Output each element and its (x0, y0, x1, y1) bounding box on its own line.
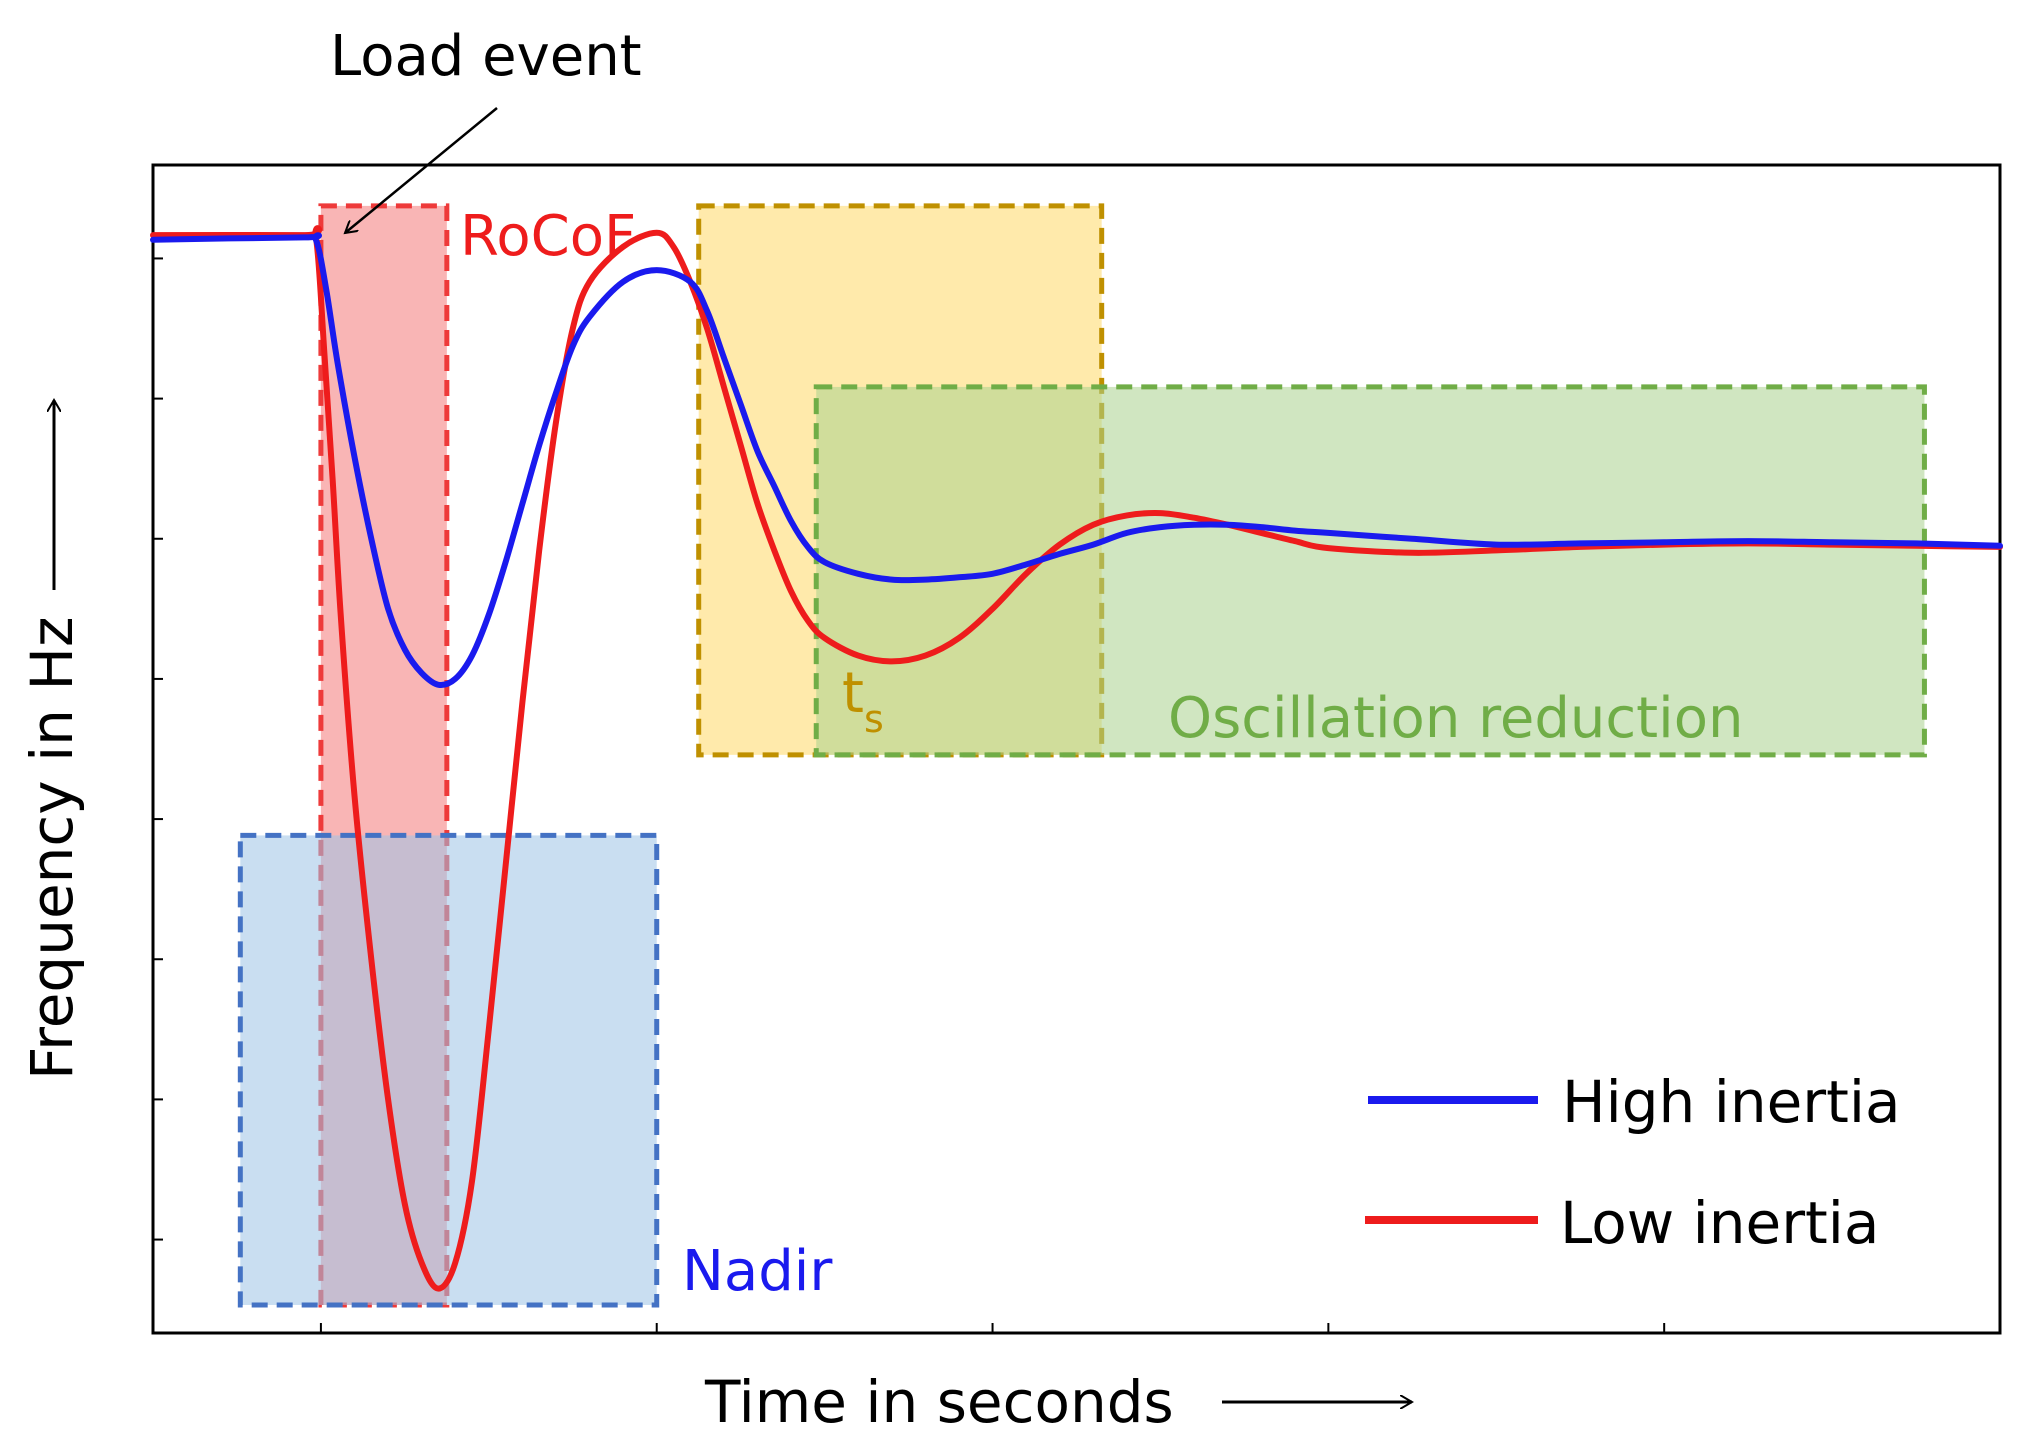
legend-label-low-inertia: Low inertia (1560, 1189, 1879, 1257)
oscillation-label: Oscillation reduction (1168, 686, 1743, 751)
plot-frame (151, 163, 2002, 1335)
settling-time-label-main: t (842, 661, 864, 726)
legend-label-high-inertia: High inertia (1562, 1068, 1901, 1136)
nadir-region (237, 832, 660, 1308)
series-lines (150, 225, 2003, 1292)
y-axis-label: Frequency in Hz (18, 617, 86, 1080)
axis-ticks (153, 257, 1666, 1333)
series-line-high-inertia (150, 232, 2003, 689)
x-axis-label: Time in seconds (704, 1368, 1174, 1436)
highlight-regions (237, 203, 1927, 1308)
load-event-annotation: Load event (330, 24, 642, 89)
y-axis-title: Frequency in Hz (18, 400, 86, 1080)
nadir-label: Nadir (682, 1239, 833, 1304)
rocof-label: RoCoF (460, 204, 636, 269)
settling-time-label-sub: s (864, 697, 884, 741)
series-line-low-inertia (150, 225, 2003, 1292)
load-event-arrow (345, 107, 498, 233)
settling-time-label: ts (842, 661, 884, 741)
legend: High inertia Low inertia (1365, 1068, 1901, 1257)
x-axis-title: Time in seconds (704, 1368, 1412, 1436)
